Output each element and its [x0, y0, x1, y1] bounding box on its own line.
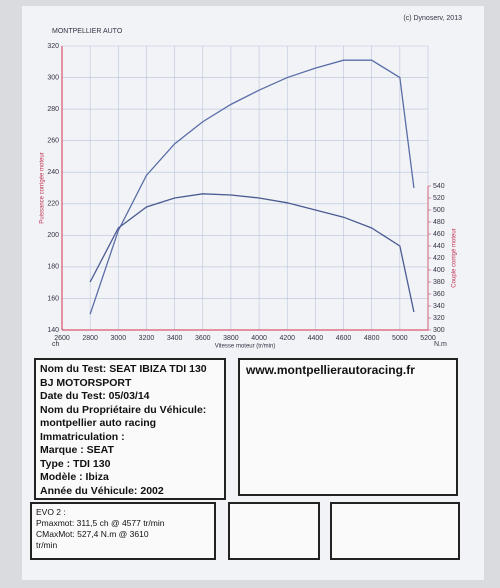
y2-tick-label: 500	[433, 207, 445, 214]
test-line: Date du Test: 05/03/14	[40, 390, 150, 402]
y2-tick-label: 340	[433, 303, 445, 310]
x-tick-label: 3400	[167, 335, 183, 342]
x-tick-label: 5200	[420, 335, 436, 342]
y2-tick-label: 380	[433, 279, 445, 286]
y2-tick-label: 300	[433, 327, 445, 334]
y-tick-label: 280	[47, 106, 59, 113]
evo-line: CMaxMot: 527,4 N.m @ 3610	[36, 529, 149, 539]
y2-tick-label: 320	[433, 315, 445, 322]
test-line: Marque : SEAT	[40, 444, 114, 456]
x-tick-label: 3800	[223, 335, 239, 342]
test-line: Nom du Test: SEAT IBIZA TDI 130	[40, 363, 207, 375]
y2-tick-label: 540	[433, 183, 445, 190]
y-tick-label: 220	[47, 201, 59, 208]
test-line: Modèle : Ibiza	[40, 471, 109, 483]
paper: MONTPELLIER AUTO (c) Dynoserv, 2013 2600…	[22, 6, 484, 580]
y-tick-label: 160	[47, 295, 59, 302]
evo-line: tr/min	[36, 540, 58, 550]
y2-tick-label: 520	[433, 195, 445, 202]
x-tick-label: 4400	[308, 335, 324, 342]
evo-line: Pmaxmot: 311,5 ch @ 4577 tr/min	[36, 518, 165, 528]
y-unit: ch	[52, 341, 60, 348]
url: www.montpellierautoracing.fr	[246, 363, 415, 377]
y2-tick-label: 480	[433, 219, 445, 226]
x-tick-label: 2800	[82, 335, 98, 342]
curve	[89, 193, 415, 313]
empty-box	[330, 502, 460, 560]
evo-box: EVO 2 : Pmaxmot: 311,5 ch @ 4577 tr/min CM…	[30, 502, 216, 560]
y-tick-label: 320	[47, 43, 59, 50]
y2-tick-label: 420	[433, 255, 445, 262]
test-line: BJ MOTORSPORT	[40, 376, 132, 389]
y2-axis-label: Couple corrigé moteur	[452, 228, 458, 287]
test-line: Type : TDI 130	[40, 457, 111, 470]
x-tick-label: 4600	[336, 335, 352, 342]
test-box: Nom du Test: SEAT IBIZA TDI 130 BJ MOTORS…	[34, 358, 226, 500]
y-tick-label: 200	[47, 232, 59, 239]
y-tick-label: 180	[47, 264, 59, 271]
url-box: www.montpellierautoracing.fr	[238, 358, 458, 496]
y-axis-label: Puissance corrigée moteur	[40, 152, 46, 223]
x-axis-label: Vitesse moteur (tr/min)	[215, 344, 276, 350]
chart: MONTPELLIER AUTO (c) Dynoserv, 2013 2600…	[40, 15, 463, 350]
x-tick-label: 4200	[279, 335, 295, 342]
y2-tick-label: 460	[433, 231, 445, 238]
y-tick-label: 260	[47, 138, 59, 145]
x-tick-label: 3600	[195, 335, 211, 342]
x-tick-label: 3200	[139, 335, 155, 342]
evo-line: EVO 2 :	[36, 507, 66, 517]
y-tick-label: 240	[47, 169, 59, 176]
curve	[89, 59, 415, 315]
test-line: Immatriculation :	[40, 430, 125, 443]
y-tick-label: 300	[47, 74, 59, 81]
x-tick-label: 3000	[111, 335, 127, 342]
x-tick-label: 4800	[364, 335, 380, 342]
y-tick-label: 140	[47, 327, 59, 334]
header-left: MONTPELLIER AUTO	[52, 28, 123, 35]
x-tick-label: 4000	[251, 335, 267, 342]
test-line: Année du Véhicule: 2002	[40, 484, 164, 497]
test-line: montpellier auto racing	[40, 417, 157, 429]
empty-box	[228, 502, 320, 560]
x-tick-label: 5000	[392, 335, 408, 342]
y2-tick-label: 400	[433, 267, 445, 274]
y2-tick-label: 360	[433, 291, 445, 298]
header-right: (c) Dynoserv, 2013	[403, 15, 462, 22]
test-line: Nom du Propriétaire du Véhicule:	[40, 403, 207, 416]
x-tick-label: 2600	[54, 335, 70, 342]
y2-tick-label: 440	[433, 243, 445, 250]
y2-unit: N.m	[434, 341, 447, 348]
